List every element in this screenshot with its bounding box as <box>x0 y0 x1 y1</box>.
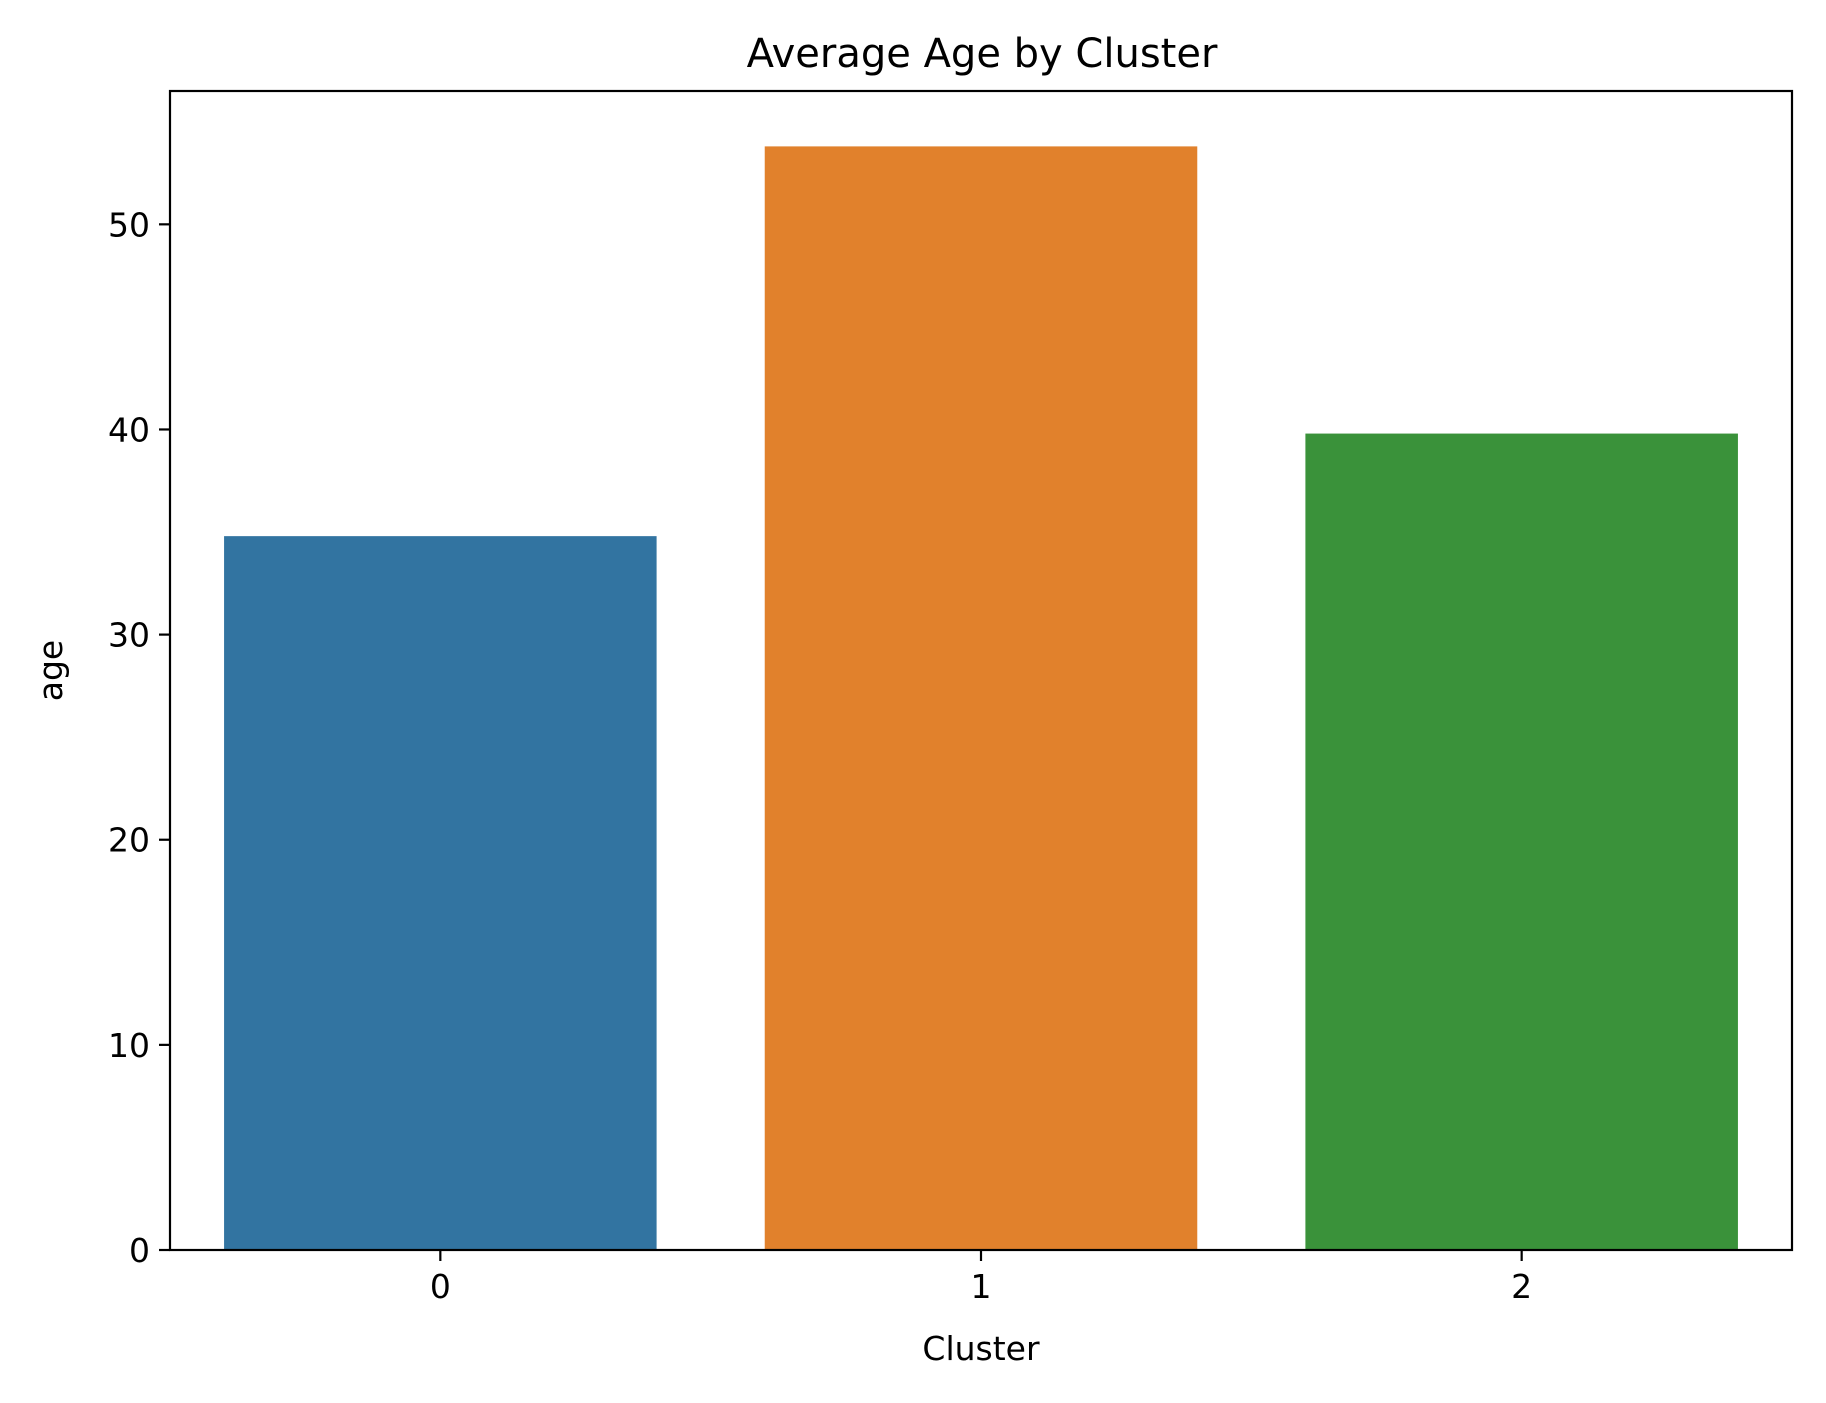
y-tick-label: 10 <box>108 1026 150 1065</box>
bars-group <box>224 146 1738 1251</box>
x-axis: 0 1 2 <box>430 1250 1532 1306</box>
x-tick-label: 2 <box>1511 1267 1532 1306</box>
x-tick-label: 1 <box>971 1267 992 1306</box>
y-tick-label: 20 <box>108 821 150 860</box>
y-tick-label: 50 <box>108 205 150 244</box>
bar-cluster-1 <box>764 146 1198 1250</box>
y-tick-label: 40 <box>108 410 150 449</box>
y-axis-label: age <box>31 640 70 701</box>
y-tick-label: 30 <box>108 616 150 655</box>
chart-title: Average Age by Cluster <box>747 31 1218 77</box>
bar-cluster-0 <box>224 536 657 1250</box>
x-axis-label: Cluster <box>922 1329 1040 1368</box>
x-tick-label: 0 <box>430 1267 451 1306</box>
plot-frame <box>168 89 1794 1252</box>
bar-cluster-2 <box>1305 433 1738 1251</box>
y-tick-label: 0 <box>129 1231 150 1270</box>
y-axis: 0 10 20 30 40 50 <box>108 205 170 1270</box>
